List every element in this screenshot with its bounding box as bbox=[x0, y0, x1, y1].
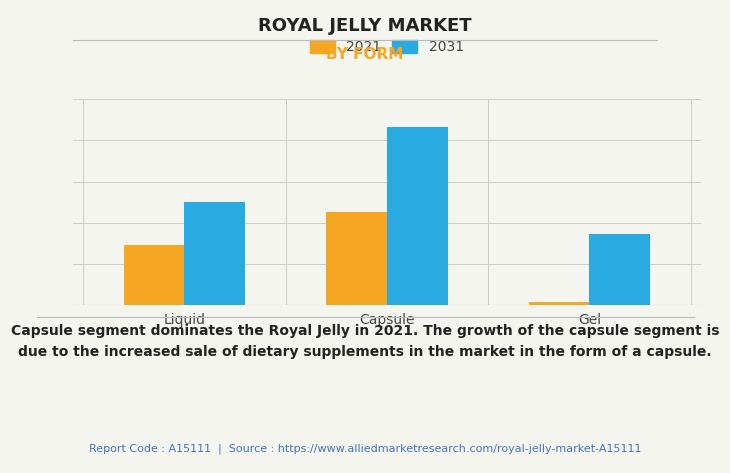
Bar bbox=[326, 211, 387, 305]
Bar bbox=[123, 245, 185, 305]
Bar bbox=[529, 302, 589, 305]
Legend: 2021, 2031: 2021, 2031 bbox=[310, 40, 464, 54]
Bar bbox=[185, 202, 245, 305]
Text: Capsule segment dominates the Royal Jelly in 2021. The growth of the capsule seg: Capsule segment dominates the Royal Jell… bbox=[11, 324, 719, 359]
Text: Report Code : A15111  |  Source : https://www.alliedmarketresearch.com/royal-jel: Report Code : A15111 | Source : https://… bbox=[89, 444, 641, 454]
Text: BY FORM: BY FORM bbox=[326, 47, 404, 62]
Bar bbox=[589, 234, 650, 305]
Bar bbox=[387, 127, 447, 305]
Text: ROYAL JELLY MARKET: ROYAL JELLY MARKET bbox=[258, 17, 472, 35]
